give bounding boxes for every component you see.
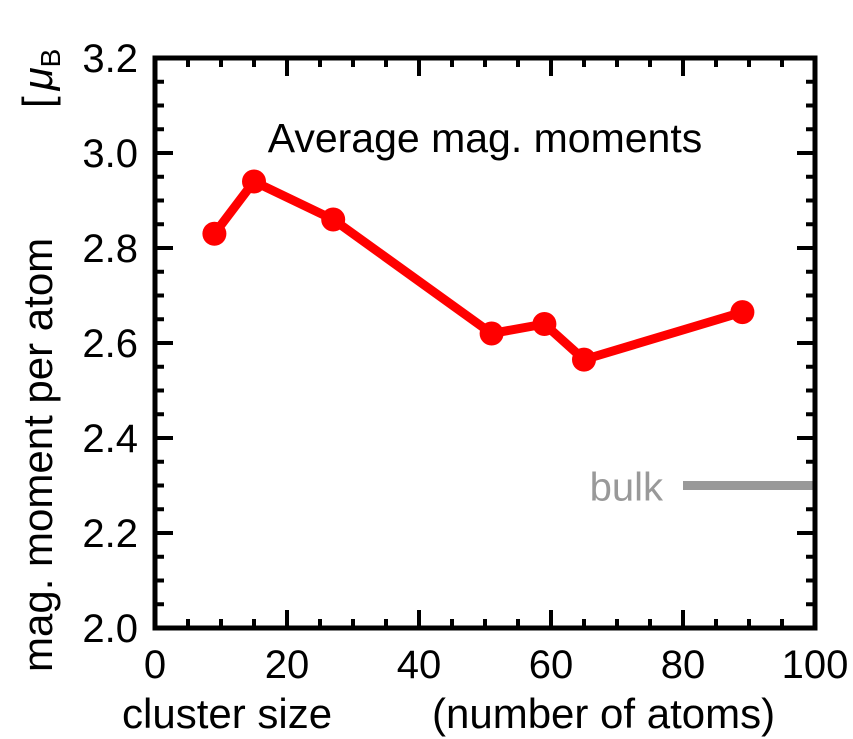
x-tick-label: 0 bbox=[144, 643, 166, 687]
data-point bbox=[321, 207, 346, 232]
series-line bbox=[210, 177, 744, 365]
y-tick-label: 2.4 bbox=[82, 417, 138, 461]
x-axis-label: cluster size bbox=[122, 690, 332, 737]
y-axis-unit-group: [ μB bbox=[14, 49, 66, 108]
x-tick-label: 100 bbox=[782, 643, 849, 687]
y-axis-unit-bracket: [ bbox=[14, 96, 61, 108]
x-tick-label: 80 bbox=[661, 643, 706, 687]
y-tick-label: 2.0 bbox=[82, 607, 138, 651]
data-point bbox=[202, 221, 227, 246]
y-axis-label-group: mag. moment per atom bbox=[14, 238, 61, 672]
data-point bbox=[572, 347, 596, 372]
x-tick-label: 60 bbox=[529, 643, 574, 687]
y-axis-unit-symbol: μ bbox=[14, 67, 61, 91]
data-point bbox=[479, 321, 504, 346]
y-tick-label: 3.2 bbox=[82, 37, 138, 81]
y-tick-label: 2.6 bbox=[82, 322, 138, 366]
axis-tick-labels: 0 20 40 60 80 100 2.0 2.2 2.4 2.6 2.8 3.0 3.2 bbox=[82, 37, 848, 687]
y-tick-label: 3.0 bbox=[82, 132, 138, 176]
data-point bbox=[242, 169, 266, 194]
x-tick-label: 40 bbox=[397, 643, 442, 687]
bulk-reference: bulk bbox=[590, 466, 815, 510]
x-axis-label-note: (number of atoms) bbox=[432, 690, 775, 737]
y-axis-label: mag. moment per atom bbox=[14, 238, 61, 672]
plot-frame bbox=[152, 55, 818, 631]
y-tick-label: 2.8 bbox=[82, 227, 138, 271]
bulk-reference-label: bulk bbox=[590, 466, 664, 510]
chart-title: Average mag. moments bbox=[268, 115, 703, 161]
y-axis-unit-subscript: B bbox=[35, 49, 66, 68]
data-point bbox=[730, 300, 755, 325]
y-axis-unit: [ μB bbox=[14, 49, 66, 108]
series-layer bbox=[202, 169, 755, 372]
x-tick-label: 20 bbox=[265, 643, 310, 687]
y-tick-label: 2.2 bbox=[82, 512, 138, 556]
data-point bbox=[532, 312, 557, 336]
